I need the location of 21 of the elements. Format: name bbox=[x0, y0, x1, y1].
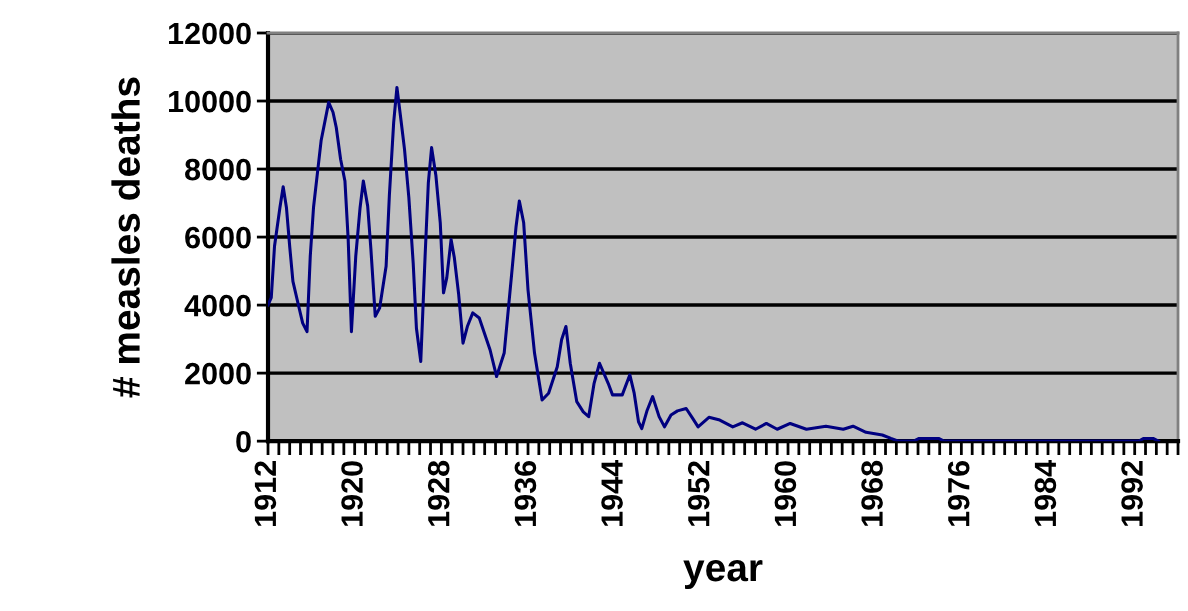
x-tick-label: 1936 bbox=[514, 460, 537, 526]
x-tick-label: 1912 bbox=[254, 461, 277, 526]
y-tick-label: 4000 bbox=[184, 294, 251, 317]
x-tick-label: 1984 bbox=[1034, 460, 1057, 526]
x-tick-label: 1968 bbox=[861, 460, 883, 526]
x-tick-label: 1960 bbox=[774, 461, 797, 526]
y-tick-label: 10000 bbox=[169, 90, 251, 113]
x-tick-label: 1928 bbox=[427, 460, 450, 526]
line-series bbox=[268, 85, 1161, 442]
x-tick-label: 1976 bbox=[947, 460, 970, 526]
y-tick-label: 12000 bbox=[169, 22, 251, 45]
x-tick-label: 1992 bbox=[1121, 461, 1143, 526]
x-tick-label: 1952 bbox=[687, 461, 710, 526]
y-tick-label: 8000 bbox=[185, 158, 251, 181]
y-tick-label: 0 bbox=[236, 430, 251, 453]
y-axis-title: # measles deaths bbox=[111, 77, 140, 398]
x-axis-title: year bbox=[683, 560, 763, 590]
y-tick-label: 2000 bbox=[185, 362, 251, 385]
x-tick-label: 1920 bbox=[341, 461, 363, 526]
x-tick-label: 1944 bbox=[601, 460, 623, 526]
y-tick-label: 6000 bbox=[185, 226, 251, 249]
